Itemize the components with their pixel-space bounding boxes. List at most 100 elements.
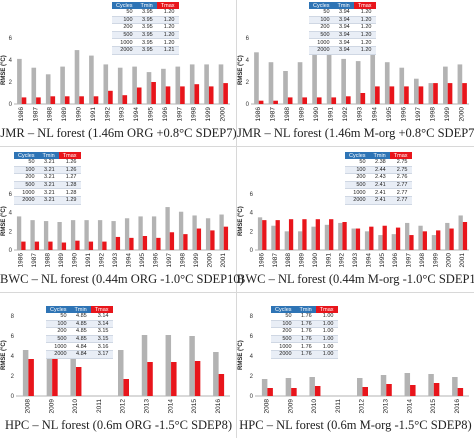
y-tick-label: 6 — [246, 36, 250, 42]
y-axis-label: RMSE (°C) — [238, 340, 244, 370]
bar-gray — [45, 74, 51, 104]
table-cell: 3.94 — [333, 23, 354, 32]
stats-table: Cycles Tmin Tmax 50 4.85 3.14 100 4.85 3.14 200 4.… — [46, 306, 113, 359]
bar-red — [447, 83, 453, 104]
table-cell: 50 — [14, 159, 39, 167]
y-tick-label: 2 — [11, 374, 15, 380]
bar-gray — [124, 218, 130, 250]
table-header-tmax: Tmax — [353, 2, 376, 9]
x-tick-label: 1997 — [406, 253, 413, 268]
table-cell: 1000 — [14, 188, 39, 197]
bar-gray — [89, 55, 94, 104]
table-row: 1000 3.95 1.20 — [112, 38, 179, 47]
table-row: 1000 3.21 1.28 — [14, 188, 81, 197]
y-tick-label: 0 — [250, 248, 254, 254]
bar-red — [108, 90, 113, 104]
table-cell: 200 — [271, 327, 296, 336]
table-cell: 200 — [345, 173, 370, 182]
table-cell: 3.94 — [333, 16, 354, 25]
x-tick-label: 2009 — [287, 399, 294, 414]
bar-gray — [57, 222, 62, 250]
x-tick-label: 1988 — [284, 107, 291, 122]
table-row: 500 1.76 1.00 — [271, 335, 338, 344]
table-row: 100 3.21 1.26 — [14, 166, 81, 175]
table-row: 2000 3.21 1.29 — [14, 196, 81, 205]
table-cell: 50 — [112, 9, 137, 17]
bar-gray — [31, 67, 37, 104]
bar-gray — [405, 222, 410, 250]
table-row: 1000 2.41 2.77 — [345, 188, 412, 197]
bar-gray — [312, 44, 317, 104]
x-tick-label: 1999 — [205, 107, 212, 122]
table-row: 1000 1.76 1.00 — [271, 342, 338, 351]
bar-gray — [341, 58, 346, 104]
x-tick-label: 1987 — [270, 107, 277, 122]
x-tick-label: 2001 — [220, 253, 227, 268]
bar-red — [418, 86, 424, 104]
x-tick-label: 1993 — [357, 107, 364, 122]
bar-gray — [445, 222, 450, 250]
bar-gray — [178, 211, 184, 250]
y-tick-label: 4 — [9, 58, 13, 64]
y-tick-label: 2 — [250, 374, 254, 380]
bar-gray — [132, 66, 137, 104]
table-cell: 100 — [271, 320, 296, 329]
table-cell: 100 — [112, 16, 137, 25]
chart-caption: HPC – NL forest (0.6m ORG -1.5°C SDEP8) — [4, 418, 233, 432]
x-tick-label: 2000 — [446, 253, 453, 268]
table-cell: 2.77 — [389, 188, 412, 197]
y-axis-label: RMSE (°C) — [1, 340, 7, 370]
bar-gray — [189, 336, 195, 396]
bar-red — [302, 219, 307, 250]
bar-red — [169, 232, 175, 250]
y-tick-label: 8 — [250, 314, 254, 320]
table-row: 500 2.41 2.77 — [345, 181, 412, 190]
table-row: 500 3.95 1.20 — [112, 31, 179, 40]
bar-red — [156, 237, 161, 250]
bar-red — [52, 358, 58, 396]
bar-gray — [161, 68, 166, 104]
table-row: 100 3.94 1.20 — [309, 16, 376, 25]
x-tick-label: 1990 — [312, 253, 319, 268]
table-cell: 1000 — [345, 188, 370, 197]
table-header-cycles: Cycles — [271, 306, 296, 313]
table-cell: 1000 — [112, 38, 137, 47]
chart-svg-5: 0 2 4 6 8 2008 2009 2010 2011 2012 2013 2014 2015 201… — [11, 314, 230, 414]
x-tick-label: 1992 — [104, 107, 111, 122]
y-tick-label: 4 — [11, 354, 15, 360]
bar-red — [142, 236, 148, 250]
horizontal-divider-2 — [0, 292, 474, 293]
x-tick-label: 1994 — [133, 107, 140, 122]
x-tick-label: 1998 — [419, 253, 426, 268]
y-tick-label: 6 — [9, 36, 13, 42]
x-tick-label: 2009 — [48, 399, 55, 414]
bar-gray — [391, 234, 396, 250]
bar-red — [75, 367, 82, 396]
vertical-divider — [236, 0, 237, 438]
bar-gray — [204, 64, 209, 104]
y-axis-label: RMSE (°C) — [1, 206, 7, 236]
table-cell: 2.77 — [389, 181, 412, 190]
chart-panel-4: 0 2 4 6 1986 1987 1988 1989 1990 1991 1992 1993 1994… — [237, 146, 474, 292]
table-cell: 1.76 — [295, 342, 316, 351]
chart-svg-4: 0 2 4 6 1986 1987 1988 1989 1990 1991 1992 1993 1994… — [250, 192, 469, 268]
bar-gray — [165, 207, 170, 250]
y-tick-label: 6 — [9, 192, 13, 198]
bar-red — [433, 83, 438, 104]
table-cell: 3.94 — [333, 9, 354, 17]
bar-red — [88, 241, 94, 250]
bar-red — [147, 362, 153, 396]
x-tick-label: 1991 — [328, 107, 335, 122]
table-cell: 1.27 — [58, 173, 81, 182]
table-cell: 3.95 — [136, 16, 157, 25]
bar-red — [223, 226, 229, 250]
table-header-tmax: Tmax — [58, 152, 81, 159]
chart-panel-3: 0 2 4 6 1986 1987 1988 1989 1990 1991 1992 1993 1994… — [0, 146, 244, 292]
chart-caption: BWC – NL forest (0.44m ORG -1.0°C SDEP10… — [0, 272, 244, 286]
bar-red — [287, 97, 293, 104]
bar-red — [329, 219, 334, 250]
bar-red — [375, 86, 380, 104]
bar-gray — [189, 64, 195, 104]
bar-red — [93, 96, 99, 104]
table-cell: 2000 — [14, 196, 39, 205]
